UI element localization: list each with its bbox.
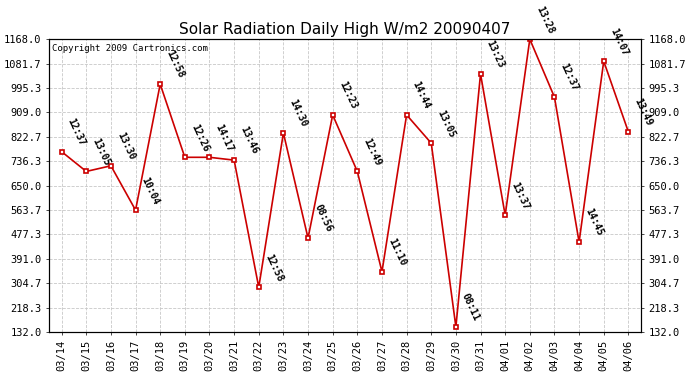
Text: Copyright 2009 Cartronics.com: Copyright 2009 Cartronics.com xyxy=(52,44,208,52)
Text: 12:49: 12:49 xyxy=(362,136,383,167)
Text: 14:45: 14:45 xyxy=(583,207,604,238)
Text: 13:30: 13:30 xyxy=(115,131,137,162)
Text: 12:58: 12:58 xyxy=(164,49,186,80)
Text: 12:23: 12:23 xyxy=(337,80,358,111)
Text: 11:10: 11:10 xyxy=(386,237,408,268)
Text: 14:30: 14:30 xyxy=(288,98,309,129)
Text: 13:05: 13:05 xyxy=(435,108,457,139)
Title: Solar Radiation Daily High W/m2 20090407: Solar Radiation Daily High W/m2 20090407 xyxy=(179,22,511,37)
Text: 13:28: 13:28 xyxy=(534,4,555,35)
Text: 14:44: 14:44 xyxy=(411,80,432,111)
Text: 12:58: 12:58 xyxy=(263,252,284,283)
Text: 08:56: 08:56 xyxy=(312,203,334,234)
Text: 13:05: 13:05 xyxy=(90,136,112,167)
Text: 14:07: 14:07 xyxy=(608,26,629,57)
Text: 13:23: 13:23 xyxy=(484,39,506,70)
Text: 13:49: 13:49 xyxy=(633,97,654,128)
Text: 12:26: 12:26 xyxy=(189,122,210,153)
Text: 13:37: 13:37 xyxy=(509,180,531,211)
Text: 10:04: 10:04 xyxy=(139,175,161,206)
Text: 12:37: 12:37 xyxy=(559,62,580,93)
Text: 13:46: 13:46 xyxy=(238,125,259,156)
Text: 14:17: 14:17 xyxy=(214,122,235,153)
Text: 12:37: 12:37 xyxy=(66,117,87,147)
Text: 08:11: 08:11 xyxy=(460,292,482,323)
